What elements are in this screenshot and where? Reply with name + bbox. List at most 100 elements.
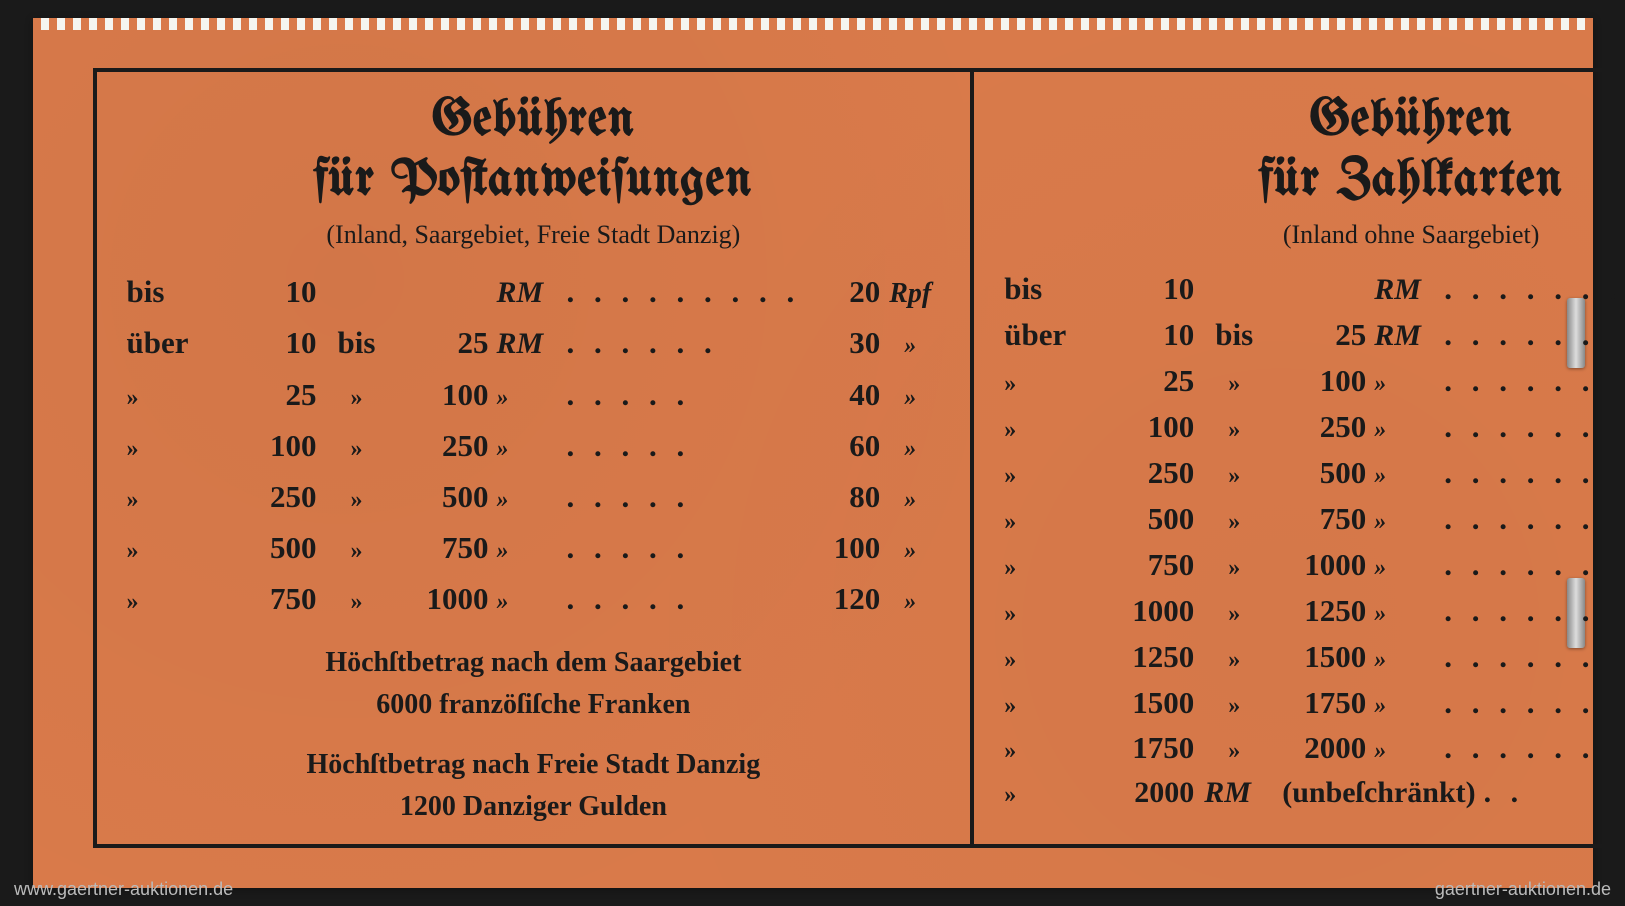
row-from: 1500 bbox=[1094, 680, 1204, 726]
row-fee: 40 bbox=[800, 369, 880, 420]
right-title-line1: Gebühren bbox=[1310, 94, 1513, 148]
row-mid: » bbox=[1204, 413, 1264, 449]
left-footer-2: Höchſtbetrag nach Freie Stadt Danzig 120… bbox=[127, 744, 941, 828]
row-feeunit: » bbox=[880, 430, 940, 470]
left-footer1-line2: 6000 franzöſiſche Franken bbox=[376, 689, 690, 720]
row-from: 750 bbox=[217, 573, 327, 624]
row-to: 1000 bbox=[387, 573, 497, 624]
fee-row: »1250»1500». . . . . .70» bbox=[1004, 634, 1625, 680]
row-unit: » bbox=[1374, 597, 1444, 633]
row-prefix: bis bbox=[1004, 266, 1094, 312]
fee-row: »500»750». . . . . .40» bbox=[1004, 496, 1625, 542]
row-dots: . . . . . . . . . bbox=[567, 266, 801, 317]
row-dots: . . . . . bbox=[567, 573, 801, 624]
row-feeunit: » bbox=[880, 327, 940, 367]
row-feeunit: » bbox=[880, 481, 940, 521]
row-dots: . . . . . . bbox=[1444, 542, 1625, 588]
row-fee: 100 bbox=[800, 522, 880, 573]
left-footer-1: Höchſtbetrag nach dem Saargebiet 6000 fr… bbox=[127, 642, 941, 726]
row-to: 250 bbox=[387, 420, 497, 471]
row-dots: . . . . . . bbox=[1444, 634, 1625, 680]
row-unit: » bbox=[1374, 643, 1444, 679]
special-prefix: » bbox=[1004, 778, 1094, 814]
watermark-right: gaertner-auktionen.de bbox=[1435, 879, 1611, 900]
row-from: 25 bbox=[217, 369, 327, 420]
row-dots: . . . . . . bbox=[1444, 496, 1625, 542]
row-to: 250 bbox=[1264, 404, 1374, 450]
row-unit: RM bbox=[1374, 314, 1444, 358]
row-dots: . . . . . . bbox=[1444, 725, 1625, 771]
panels-container: Gebühren für Poſtanweiſungen (Inland, Sa… bbox=[33, 18, 1593, 888]
row-mid: » bbox=[1204, 734, 1264, 770]
row-unit: » bbox=[1374, 551, 1444, 587]
left-footer2-line1: Höchſtbetrag nach Freie Stadt Danzig bbox=[307, 749, 761, 780]
row-fee: 120 bbox=[800, 573, 880, 624]
fee-row: »1500»1750». . . . . .80» bbox=[1004, 680, 1625, 726]
row-prefix: » bbox=[127, 379, 217, 419]
row-to: 1250 bbox=[1264, 588, 1374, 634]
fee-row: »1000»1250». . . . . .60» bbox=[1004, 588, 1625, 634]
row-to: 750 bbox=[387, 522, 497, 573]
row-mid: » bbox=[1204, 367, 1264, 403]
row-to: 1500 bbox=[1264, 634, 1374, 680]
row-unit: » bbox=[497, 532, 567, 572]
fee-row: »1750»2000». . . . . .90» bbox=[1004, 725, 1625, 771]
row-dots: . . . . . . bbox=[1444, 588, 1625, 634]
row-mid: » bbox=[327, 532, 387, 572]
row-dots: . . . . . bbox=[567, 369, 801, 420]
row-dots: . . . . . . bbox=[1444, 680, 1625, 726]
row-prefix: » bbox=[127, 430, 217, 470]
row-to: 100 bbox=[387, 369, 497, 420]
row-to: 500 bbox=[1264, 450, 1374, 496]
row-prefix: » bbox=[127, 481, 217, 521]
row-to: 1750 bbox=[1264, 680, 1374, 726]
row-prefix: » bbox=[1004, 505, 1094, 541]
row-dots: . . . . . bbox=[567, 420, 801, 471]
fee-row: »750»1000». . . . . .50» bbox=[1004, 542, 1625, 588]
right-title-line2: für Zahlkarten bbox=[1259, 154, 1563, 208]
row-dots: . . . . . . . . . bbox=[1444, 266, 1625, 312]
row-unit: » bbox=[497, 481, 567, 521]
row-mid: » bbox=[1204, 689, 1264, 725]
row-dots: . . . . . . bbox=[1444, 404, 1625, 450]
row-from: 1250 bbox=[1094, 634, 1204, 680]
left-title-line1: Gebühren bbox=[432, 94, 635, 148]
row-from: 10 bbox=[217, 317, 327, 368]
row-from: 25 bbox=[1094, 358, 1204, 404]
row-unit: » bbox=[1374, 459, 1444, 495]
fee-row: »100»250». . . . .60» bbox=[127, 420, 941, 471]
special-from: 2000 bbox=[1094, 771, 1204, 815]
row-from: 1000 bbox=[1094, 588, 1204, 634]
row-to: 100 bbox=[1264, 358, 1374, 404]
row-prefix: über bbox=[1004, 312, 1094, 358]
row-to: 1000 bbox=[1264, 542, 1374, 588]
row-from: 100 bbox=[217, 420, 327, 471]
special-dots: . . bbox=[1484, 771, 1625, 815]
row-feeunit: » bbox=[880, 379, 940, 419]
row-unit: » bbox=[497, 430, 567, 470]
row-from: 500 bbox=[1094, 496, 1204, 542]
right-panel-zahlkarten: Gebühren für Zahlkarten (Inland ohne Saa… bbox=[972, 68, 1625, 848]
row-mid: » bbox=[1204, 551, 1264, 587]
perforation-edge bbox=[33, 18, 1593, 30]
row-dots: . . . . . . bbox=[1444, 358, 1625, 404]
special-unit: RM bbox=[1204, 771, 1274, 815]
row-prefix: » bbox=[1004, 643, 1094, 679]
row-unit: » bbox=[1374, 413, 1444, 449]
row-prefix: bis bbox=[127, 266, 217, 317]
row-from: 250 bbox=[1094, 450, 1204, 496]
row-to: 750 bbox=[1264, 496, 1374, 542]
row-feeunit: Rpf bbox=[880, 271, 940, 317]
row-dots: . . . . . . bbox=[1444, 312, 1625, 358]
right-subtitle: (Inland ohne Saargebiet) bbox=[1004, 220, 1625, 250]
row-feeunit: » bbox=[880, 532, 940, 572]
fee-row: »250»500». . . . . .30» bbox=[1004, 450, 1625, 496]
row-unit: » bbox=[497, 583, 567, 623]
row-unit: » bbox=[1374, 734, 1444, 770]
left-footer2-line2: 1200 Danziger Gulden bbox=[400, 791, 667, 822]
row-prefix: » bbox=[1004, 367, 1094, 403]
row-from: 1750 bbox=[1094, 725, 1204, 771]
left-footer1-line1: Höchſtbetrag nach dem Saargebiet bbox=[325, 647, 741, 678]
row-from: 10 bbox=[1094, 266, 1204, 312]
row-dots: . . . . . . bbox=[1444, 450, 1625, 496]
